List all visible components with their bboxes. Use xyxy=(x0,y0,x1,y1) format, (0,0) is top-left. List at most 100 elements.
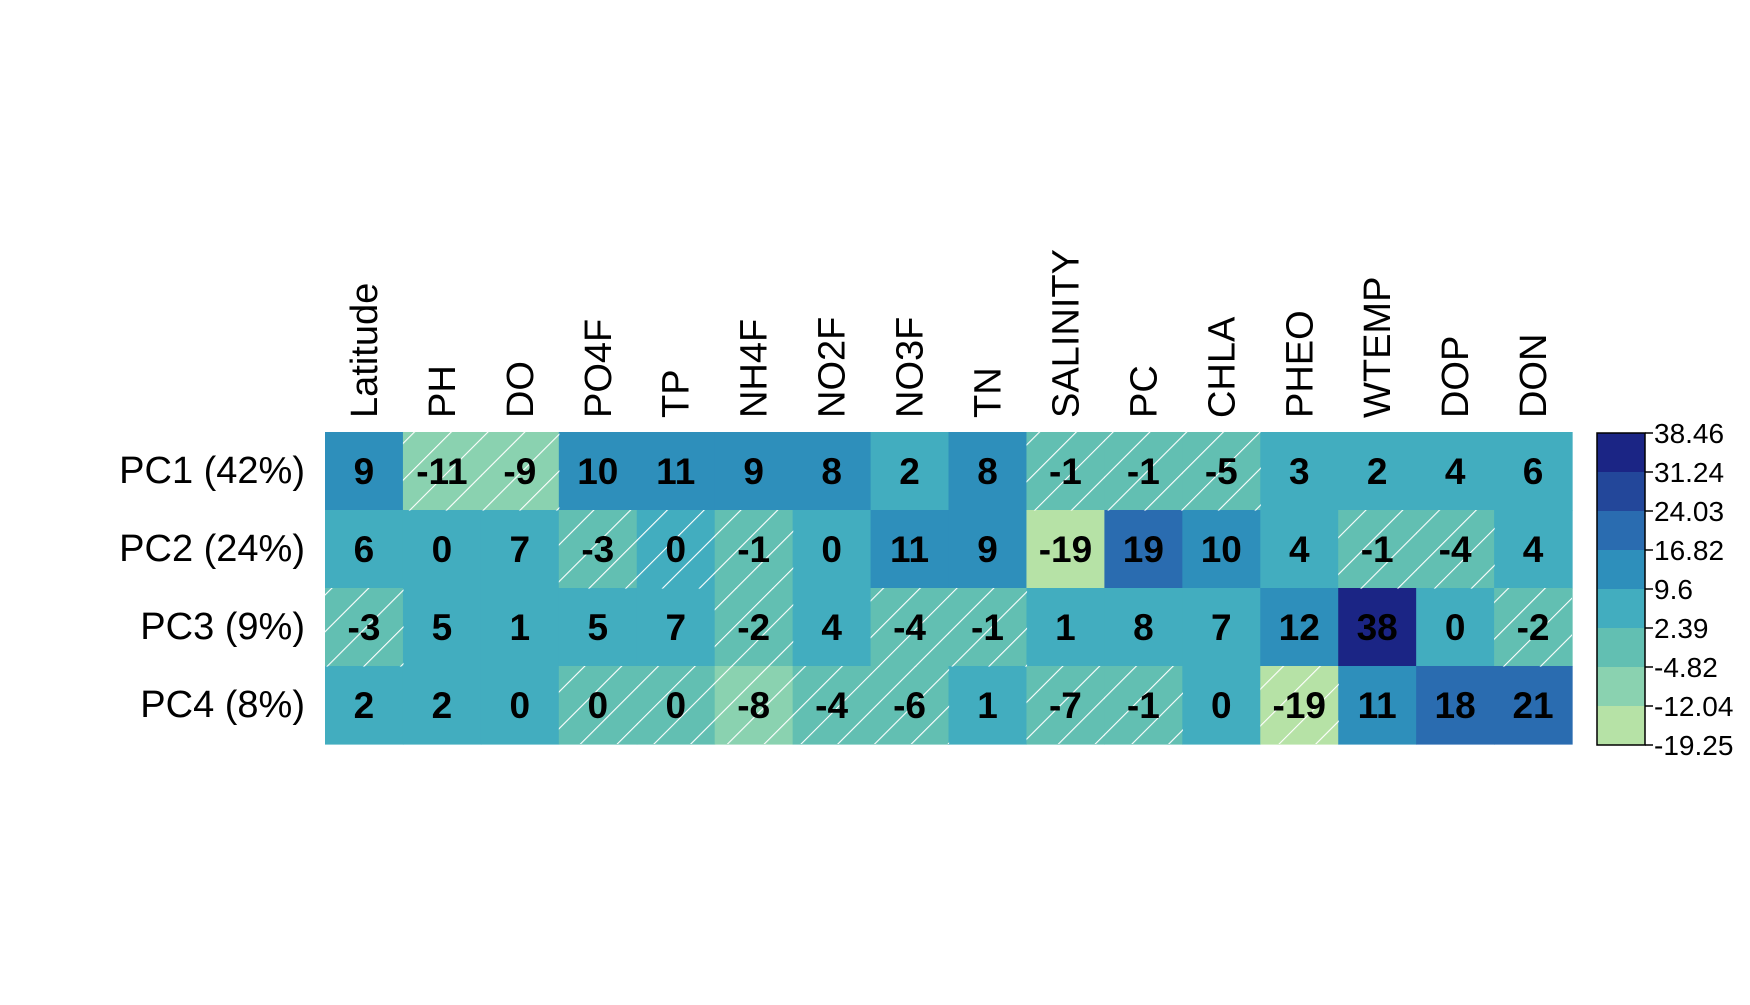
column-labels: Latitude PH DO PO4F TP NH4F NO2F NO3F TN SALINITY… xyxy=(344,249,1555,418)
cell-value-labels: 9 -11 -9 10 11 9 8 2 8 -1 -1 -5 3 2 4 66 0 7 -3 0 -1 0 11 9 -19 1… xyxy=(348,451,1554,726)
heatmap-cell xyxy=(402,588,482,667)
heatmap-cell xyxy=(1182,588,1261,667)
hatch-overlay xyxy=(1182,432,1261,511)
cell-value-label: 5 xyxy=(432,607,453,648)
heatmap-cell xyxy=(480,588,560,667)
heatmap-cell xyxy=(1260,432,1339,511)
heatmap-cell xyxy=(480,510,560,589)
cell-value-label: 6 xyxy=(354,529,375,570)
heatmap-cell xyxy=(714,432,794,511)
legend-tick-label: -4.82 xyxy=(1654,652,1718,683)
cell-value-label: 0 xyxy=(588,685,609,726)
column-label: NO3F xyxy=(890,317,932,418)
heatmap-cell xyxy=(402,666,482,745)
hatch-overlay xyxy=(714,588,794,667)
cell-value-label: 0 xyxy=(1211,685,1232,726)
cell-value-label: 3 xyxy=(1289,451,1310,492)
legend-tick-label: 9.6 xyxy=(1654,574,1693,605)
heatmap-cell xyxy=(1260,510,1339,589)
cell-value-label: 2 xyxy=(432,685,453,726)
hatch-overlay xyxy=(325,588,404,667)
cell-value-label: -8 xyxy=(737,685,770,726)
legend-tick-label: 31.24 xyxy=(1654,457,1724,488)
heatmap-cell xyxy=(1026,588,1105,667)
cell-value-label: 9 xyxy=(977,529,998,570)
heatmap-cell xyxy=(325,510,404,589)
cell-value-label: -19 xyxy=(1039,529,1092,570)
cell-value-label: 10 xyxy=(577,451,618,492)
cell-value-label: 2 xyxy=(899,451,920,492)
cell-value-label: -1 xyxy=(737,529,770,570)
heatmap-cell xyxy=(1416,588,1495,667)
legend-tick-label: 38.46 xyxy=(1654,418,1724,449)
cell-value-label: 4 xyxy=(1445,451,1466,492)
heatmap-cell xyxy=(948,666,1028,745)
cell-value-label: 10 xyxy=(1201,529,1242,570)
column-label: TN xyxy=(967,367,1009,418)
row-label: PC2 (24%) xyxy=(119,528,305,570)
heatmap-cell xyxy=(1260,588,1339,667)
hatch-overlay xyxy=(792,666,872,744)
cell-value-label: 4 xyxy=(821,607,842,648)
cell-value-label: 2 xyxy=(1367,451,1388,492)
cell-value-label: 7 xyxy=(1211,607,1232,648)
column-label: PO4F xyxy=(578,319,620,418)
hatch-overlay xyxy=(714,666,794,744)
cell-value-label: 11 xyxy=(1358,685,1397,726)
hatch-overlay xyxy=(870,666,950,744)
heatmap-cell xyxy=(792,432,872,511)
cell-value-label: 21 xyxy=(1512,685,1553,726)
heatmap-cell xyxy=(480,666,560,745)
hatch-overlay xyxy=(558,666,638,744)
row-label: PC3 (9%) xyxy=(140,606,305,648)
heatmap-cell xyxy=(636,588,716,667)
legend-color-band xyxy=(1597,511,1645,551)
cell-value-label: -11 xyxy=(416,451,467,492)
cell-value-label: 0 xyxy=(821,529,842,570)
hatch-overlay xyxy=(1104,666,1183,744)
heatmap-cell xyxy=(792,510,872,589)
cell-value-label: 6 xyxy=(1523,451,1544,492)
heatmap-cell xyxy=(1338,432,1417,511)
column-label: PH xyxy=(422,365,464,418)
cell-value-label: 8 xyxy=(977,451,998,492)
heatmap-cell xyxy=(1338,666,1417,745)
cell-value-label: -4 xyxy=(815,685,848,726)
cell-value-label: -1 xyxy=(1049,451,1082,492)
column-label: PHEO xyxy=(1279,310,1321,418)
hatch-overlay xyxy=(870,588,950,667)
column-label: WTEMP xyxy=(1357,277,1399,418)
heatmap-cell xyxy=(1026,510,1105,589)
cell-value-label: -3 xyxy=(348,607,381,648)
cell-value-label: -5 xyxy=(1205,451,1238,492)
column-label: DON xyxy=(1513,334,1555,418)
legend-tick-label: 16.82 xyxy=(1654,535,1724,566)
hatch-overlay xyxy=(1260,666,1339,744)
cell-value-label: 12 xyxy=(1279,607,1320,648)
legend-tick-label: 2.39 xyxy=(1654,613,1709,644)
color-legend: 38.46 31.24 24.03 16.82 9.6 2.39 -4.82 -12.04 -1… xyxy=(1596,418,1733,761)
hatch-overlay xyxy=(1026,432,1105,511)
cell-value-label: 9 xyxy=(743,451,764,492)
hatch-overlay xyxy=(1494,588,1572,667)
cell-value-label: 1 xyxy=(1055,607,1076,648)
legend-color-band xyxy=(1597,706,1645,746)
cell-value-label: -9 xyxy=(503,451,536,492)
cell-value-label: -2 xyxy=(737,607,770,648)
hatch-overlay xyxy=(636,666,716,744)
legend-tick-label: 24.03 xyxy=(1654,496,1724,527)
column-label: PC xyxy=(1123,365,1165,418)
hatch-overlays xyxy=(325,432,1572,744)
heatmap-cell xyxy=(1182,666,1261,745)
heatmap-cell xyxy=(1104,510,1183,589)
cell-value-label: -4 xyxy=(893,607,926,648)
legend-color-band xyxy=(1597,550,1645,590)
cell-value-label: 19 xyxy=(1123,529,1164,570)
cell-value-label: 7 xyxy=(510,529,531,570)
legend-tick-label: -19.25 xyxy=(1654,730,1733,761)
hatch-overlay xyxy=(480,432,560,511)
column-label: SALINITY xyxy=(1045,249,1087,418)
heatmap-cell xyxy=(1182,510,1261,589)
cell-value-label: -1 xyxy=(1127,685,1160,726)
